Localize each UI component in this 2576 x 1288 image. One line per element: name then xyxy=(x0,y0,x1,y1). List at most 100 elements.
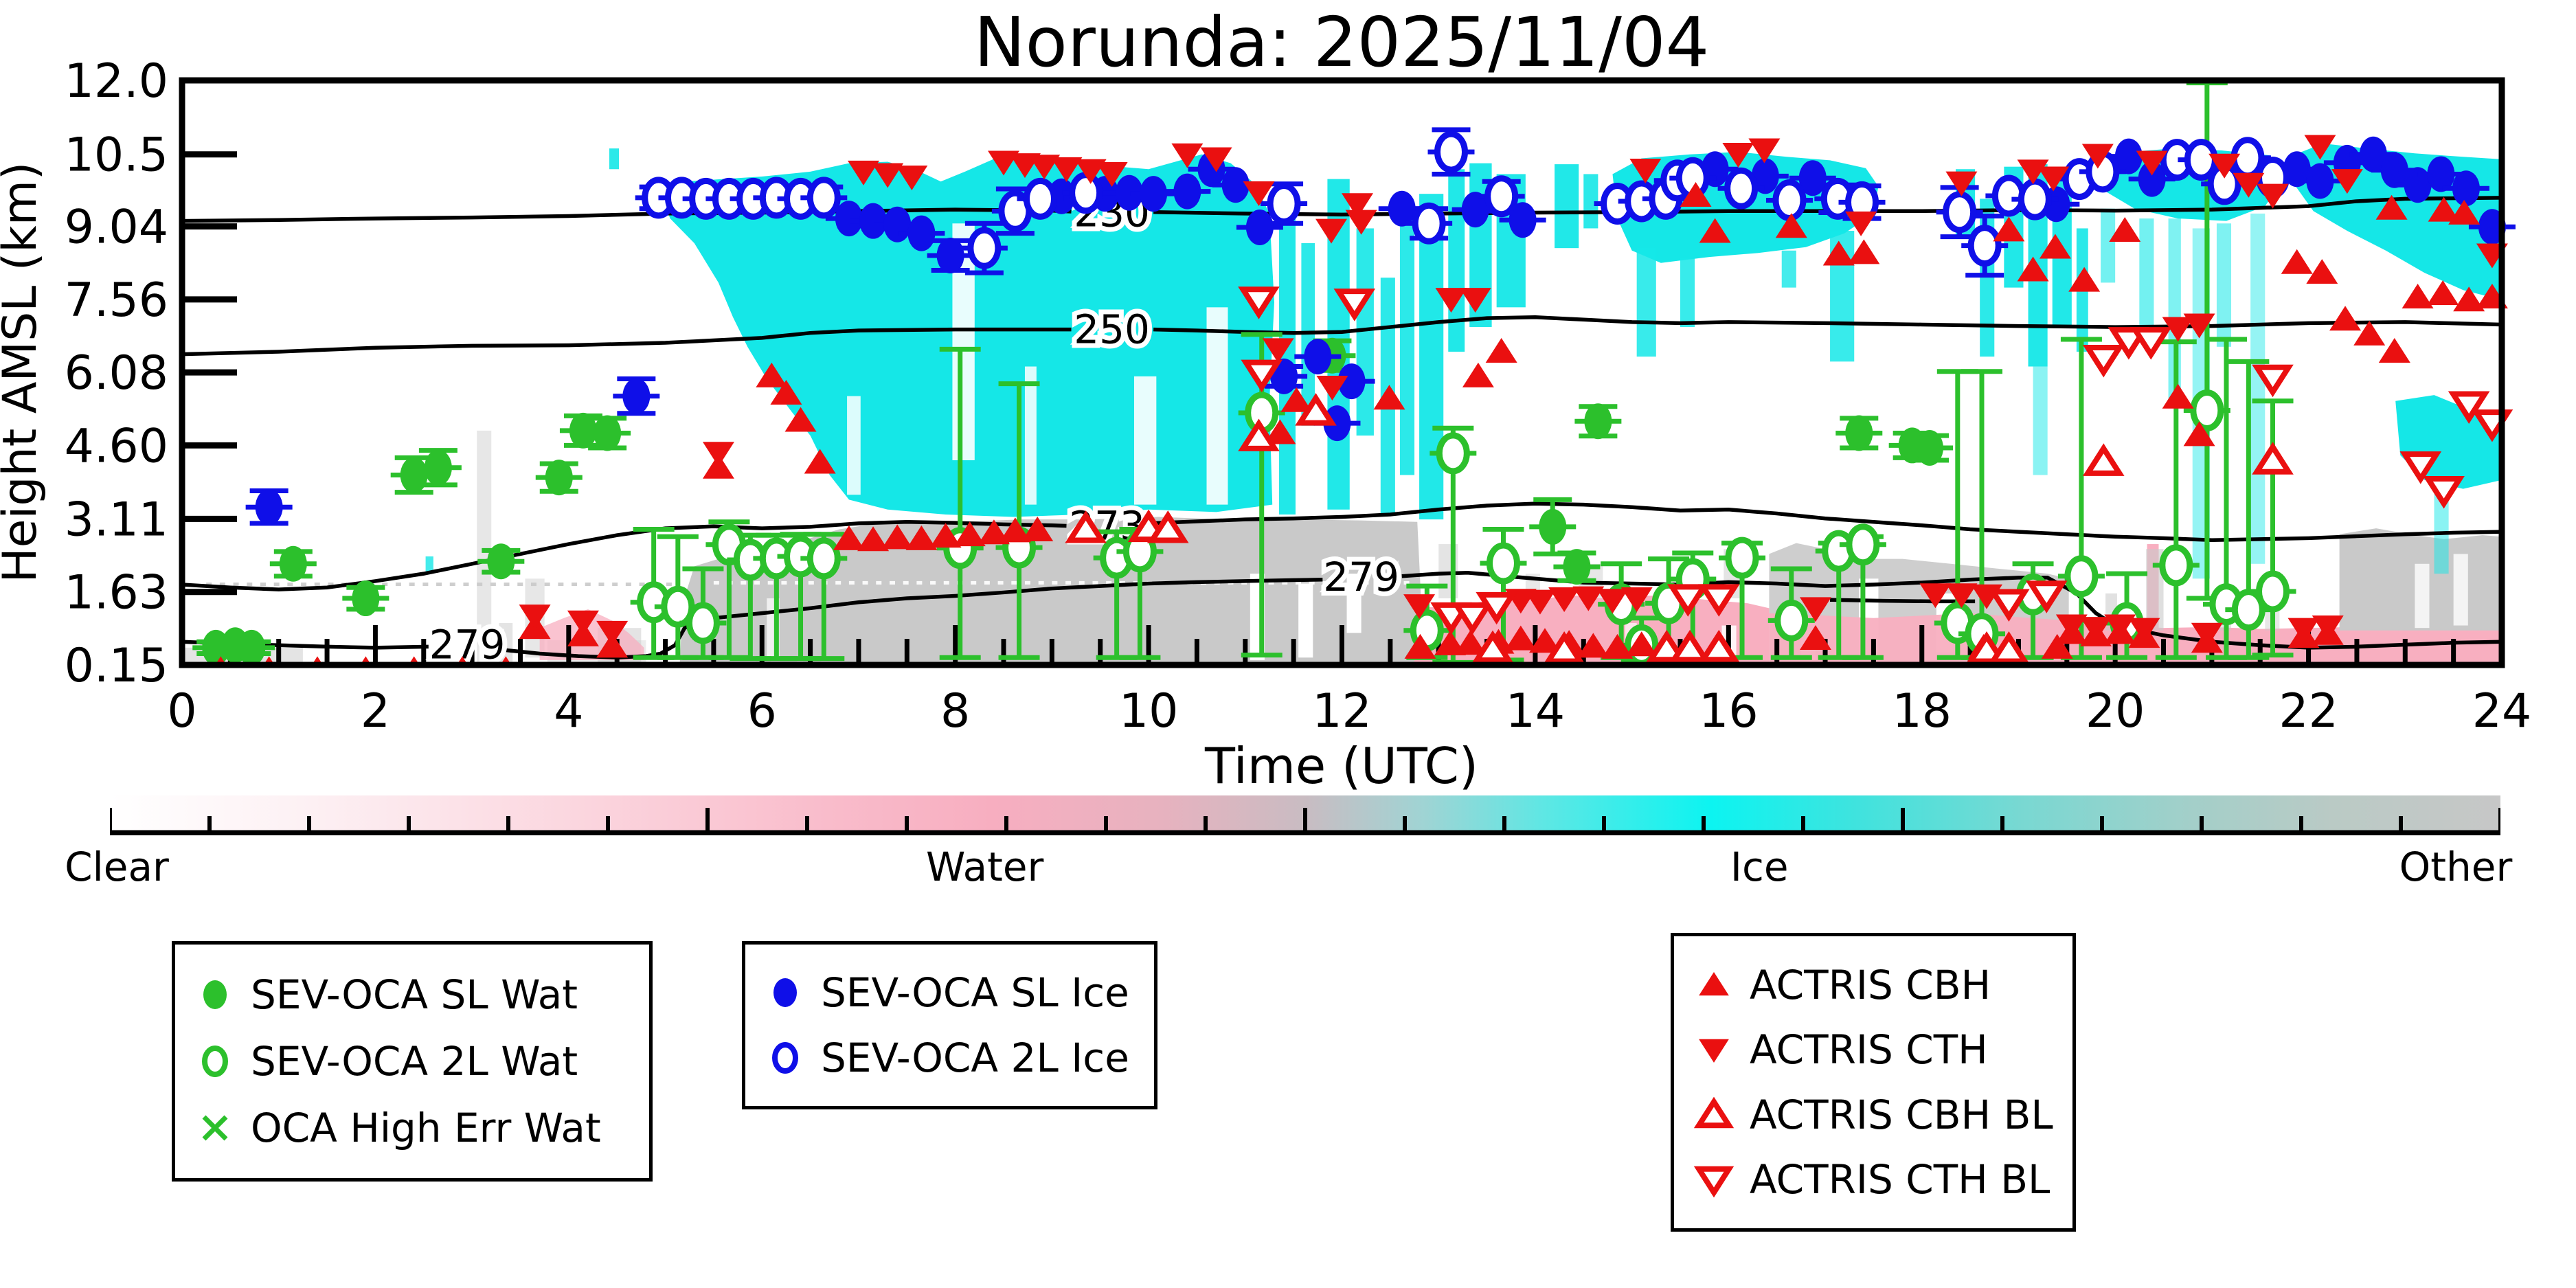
triangle-up-marker xyxy=(905,525,938,550)
x-tick-label: 16 xyxy=(1699,684,1759,738)
cloud-region-white xyxy=(1024,366,1037,505)
legend-actris-group: ACTRIS CBH ACTRIS CTH ACTRIS CBH BL ACTRIS … xyxy=(1671,933,2076,1232)
triangle-down-marker xyxy=(1845,211,1877,236)
contour-line-250 xyxy=(182,327,1072,357)
open-circle-marker xyxy=(1484,175,1519,218)
cloud-dot xyxy=(997,580,1004,585)
open-circle-marker xyxy=(661,585,695,628)
triangle-down-marker xyxy=(2162,317,2194,342)
open-circle-marker xyxy=(1267,183,1301,225)
triangle-down-marker xyxy=(1262,338,1294,363)
triangle-up-marker xyxy=(2183,421,2215,447)
filled-circle-marker xyxy=(622,378,651,414)
triangle-up-marker xyxy=(857,526,890,552)
triangle-up-marker xyxy=(2448,199,2481,225)
filled-circle-marker xyxy=(1539,508,1567,545)
triangle-down-marker xyxy=(1345,210,1377,235)
tri-up-legend-icon xyxy=(1699,971,1729,995)
triangle-down-marker xyxy=(1620,587,1653,613)
open-circle-marker xyxy=(1412,202,1446,245)
cloud-region-white xyxy=(2453,554,2468,626)
filled-circle-marker xyxy=(2138,161,2166,197)
triangle-down-open-marker xyxy=(1333,289,1376,321)
triangle-up-marker xyxy=(2068,267,2101,292)
filled-circle-marker xyxy=(1337,363,1366,400)
triangle-up-open-marker xyxy=(2082,443,2125,476)
cloud-dot xyxy=(287,583,293,587)
triangle-down-marker xyxy=(1548,587,1581,613)
triangle-up-marker xyxy=(2453,286,2485,312)
cloud-region-white xyxy=(1298,583,1313,658)
cloud-dot xyxy=(876,580,882,585)
circle-filled-legend-icon xyxy=(203,980,227,1009)
triangle-up-marker xyxy=(1528,628,1561,653)
triangle-down-open-marker xyxy=(1693,1166,1735,1198)
circle-filled-legend-icon xyxy=(773,978,797,1008)
cloud-dot xyxy=(1092,580,1098,585)
x-tick-label: 18 xyxy=(1892,684,1952,738)
cloud-dot xyxy=(781,580,787,585)
cloud-dot xyxy=(206,583,212,587)
triangle-down-marker xyxy=(1945,171,1978,196)
cloud-dot xyxy=(1403,580,1410,585)
filled-circle-marker xyxy=(835,201,863,237)
y-tick-label: 6.08 xyxy=(65,346,168,400)
legend-ice-group: SEV-OCA SL Ice SEV-OCA 2L Ice xyxy=(742,941,1157,1109)
cloud-dot xyxy=(273,583,280,587)
open-circle-marker xyxy=(1943,191,1977,234)
colorbar-ticks xyxy=(110,808,2500,835)
triangle-up-marker xyxy=(1848,239,1880,264)
cloud-dot xyxy=(862,580,868,585)
cloud-dot xyxy=(1282,580,1288,585)
filled-circle-marker xyxy=(1798,160,1827,196)
y-tick-label: 0.15 xyxy=(65,639,168,693)
triangle-up-open-marker xyxy=(1295,393,1337,426)
cloud-region-white xyxy=(1206,307,1228,505)
cloud-region-ice xyxy=(1555,164,1579,249)
legend-item-label: ACTRIS CTH xyxy=(1750,1026,1988,1074)
cloud-region-ice xyxy=(1636,248,1656,357)
triangle-up-marker xyxy=(1485,337,1517,363)
filled-circle-marker xyxy=(1845,415,1873,451)
cloud-dot xyxy=(1295,580,1301,585)
triangle-up-marker xyxy=(2306,259,2338,284)
cloud-dot xyxy=(1011,580,1017,585)
triangle-up-marker xyxy=(1404,633,1436,659)
legend-item: OCA High Err Wat xyxy=(193,1105,631,1151)
legend-item: SEV-OCA 2L Wat xyxy=(193,1038,631,1085)
legend-item: ACTRIS CBH xyxy=(1692,962,2055,1008)
filled-circle-marker xyxy=(1388,190,1416,227)
triangle-up-marker xyxy=(2378,337,2410,363)
triangle-down-marker xyxy=(896,166,928,191)
filled-circle-marker xyxy=(255,489,283,526)
triangle-down-marker xyxy=(1919,583,1952,609)
x-tick-label: 12 xyxy=(1312,684,1372,738)
triangle-down-marker xyxy=(2331,169,2363,194)
cloud-region-white xyxy=(2415,563,2430,629)
triangle-up-open-marker xyxy=(1065,510,1107,543)
cloud-dot xyxy=(436,583,442,587)
triangle-down-marker xyxy=(2080,617,2112,642)
triangle-down-marker xyxy=(1699,1039,1729,1063)
cloud-region-ice xyxy=(2101,208,2116,283)
cloud-dot xyxy=(1363,580,1369,585)
y-axis-label: Height AMSL (km) xyxy=(0,162,47,583)
triangle-up-open-marker xyxy=(1238,418,1280,451)
cloud-region-ice xyxy=(1781,250,1796,288)
plot-frame xyxy=(179,77,2505,668)
triangle-down-open-marker xyxy=(2423,476,2465,509)
filled-circle-marker xyxy=(1304,339,1332,375)
cloud-dot xyxy=(477,583,483,587)
contour-label: 279 xyxy=(429,622,506,668)
triangle-up-open-marker xyxy=(1645,629,1688,663)
triangle-up-marker xyxy=(1799,624,1831,650)
y-tick-label: 1.63 xyxy=(65,566,168,620)
open-circle-marker xyxy=(2256,570,2290,613)
tick-labels-layer: 12.010.59.047.566.084.603.111.630.150 2 4 6… xyxy=(65,54,2532,738)
cloud-dot xyxy=(666,583,672,587)
x-tick-label: 4 xyxy=(554,684,583,738)
cloud-dot xyxy=(409,583,415,587)
cloud-dot xyxy=(741,580,747,585)
x-tick-label: 0 xyxy=(167,684,196,738)
